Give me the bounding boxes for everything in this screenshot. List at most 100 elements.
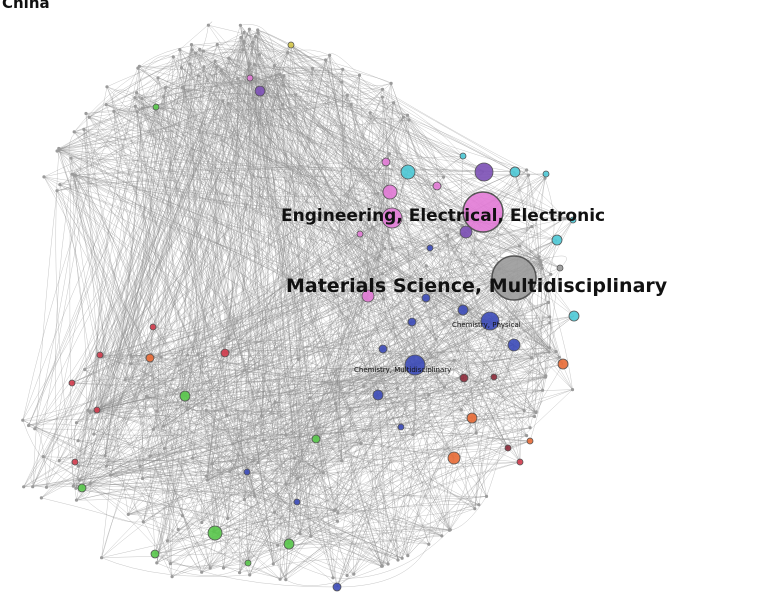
network-node-minor xyxy=(27,423,31,428)
network-node-minor xyxy=(57,148,61,152)
network-node-minor xyxy=(253,34,258,39)
network-node-blue xyxy=(421,293,431,303)
network-node-minor xyxy=(278,577,282,581)
network-node-minor xyxy=(206,23,210,27)
network-node-minor xyxy=(41,455,45,459)
network-node-orange xyxy=(557,358,569,370)
network-node-red xyxy=(68,379,76,387)
network-node-minor xyxy=(181,85,185,89)
network-node-blue xyxy=(372,389,384,401)
network-node-minor xyxy=(333,508,337,512)
network-node-minor xyxy=(547,350,551,354)
node-layer xyxy=(21,23,580,592)
network-node-minor xyxy=(161,424,165,428)
network-node-minor xyxy=(165,539,169,543)
network-node-minor xyxy=(357,73,362,77)
network-node-minor xyxy=(273,400,277,404)
network-node-cyan xyxy=(400,164,416,180)
network-node-minor xyxy=(281,83,285,87)
network-node-minor xyxy=(239,35,243,40)
network-node-green xyxy=(311,434,321,444)
network-node-minor xyxy=(247,27,251,31)
network-node-minor xyxy=(359,441,363,446)
network-node-minor xyxy=(241,48,245,52)
network-node-minor xyxy=(459,408,463,412)
network-node-minor xyxy=(294,93,298,97)
network-node-cyan xyxy=(551,234,563,246)
network-node-minor xyxy=(242,39,246,44)
network-node-minor xyxy=(378,254,382,258)
network-node-minor xyxy=(179,66,183,70)
network-node-minor xyxy=(196,352,200,356)
network-node-minor xyxy=(538,258,542,262)
network-node-minor xyxy=(200,520,204,525)
network-node-minor xyxy=(129,354,133,358)
label-layer: Engineering, Electrical, Electronic Mate… xyxy=(281,206,668,374)
network-node-minor xyxy=(33,427,37,431)
network-node-minor xyxy=(427,542,431,546)
network-node-minor xyxy=(162,95,166,99)
network-node-minor xyxy=(123,378,127,382)
network-node-minor xyxy=(148,454,152,458)
network-node-green xyxy=(283,538,295,550)
network-node-minor xyxy=(390,247,394,251)
network-node-minor xyxy=(155,409,159,413)
network-node-minor xyxy=(284,578,288,582)
network-node-minor xyxy=(70,172,74,176)
network-node-minor xyxy=(227,56,231,60)
network-node-minor xyxy=(112,109,116,113)
network-node-minor xyxy=(380,87,385,91)
network-node-blue xyxy=(480,311,500,331)
network-node-minor xyxy=(284,433,288,437)
network-node-gray xyxy=(491,255,537,301)
network-node-blue xyxy=(426,244,434,252)
network-node-minor xyxy=(448,528,452,532)
network-node-minor xyxy=(522,409,526,413)
network-node-minor xyxy=(530,225,534,229)
network-node-minor xyxy=(407,118,411,122)
network-node-minor xyxy=(380,272,384,276)
network-node-minor xyxy=(256,31,260,35)
network-node-minor xyxy=(331,576,335,580)
network-node-minor xyxy=(554,350,558,354)
network-node-green xyxy=(244,559,252,567)
network-node-minor xyxy=(200,570,204,574)
network-node-minor xyxy=(392,101,396,105)
network-node-darkred xyxy=(459,373,469,383)
network-node-cyan xyxy=(568,310,580,322)
network-node-minor xyxy=(208,566,212,570)
network-node-red xyxy=(93,406,101,414)
network-node-minor xyxy=(324,58,328,62)
network-node-yellow xyxy=(287,41,295,49)
label-chemistry-multidisciplinary: Chemistry, Multidisciplinary xyxy=(354,366,451,374)
network-node-minor xyxy=(104,464,108,468)
network-node-minor xyxy=(278,72,282,76)
network-node-minor xyxy=(256,460,260,465)
network-node-minor xyxy=(92,432,96,436)
network-node-minor xyxy=(151,427,155,431)
network-node-minor xyxy=(126,512,130,517)
network-node-minor xyxy=(276,543,280,547)
network-node-pink xyxy=(356,230,364,238)
network-node-minor xyxy=(411,433,415,437)
network-node-minor xyxy=(221,99,225,103)
network-node-minor xyxy=(549,272,553,276)
network-node-minor xyxy=(455,313,460,317)
network-node-minor xyxy=(140,476,145,481)
network-node-minor xyxy=(104,103,108,107)
network-node-minor xyxy=(103,454,107,458)
network-node-blue xyxy=(507,338,521,352)
network-node-darkred xyxy=(504,444,512,452)
network-node-minor xyxy=(215,42,219,47)
network-node-pink xyxy=(381,207,403,229)
network-node-minor xyxy=(228,469,232,473)
network-node-minor xyxy=(189,43,194,47)
network-node-minor xyxy=(383,246,387,250)
network-node-minor xyxy=(517,244,522,248)
network-node-minor xyxy=(205,474,209,478)
network-node-minor xyxy=(133,96,137,100)
network-node-minor xyxy=(236,77,240,81)
network-node-minor xyxy=(352,572,356,576)
network-node-minor xyxy=(73,173,77,177)
network-node-minor xyxy=(310,66,315,71)
